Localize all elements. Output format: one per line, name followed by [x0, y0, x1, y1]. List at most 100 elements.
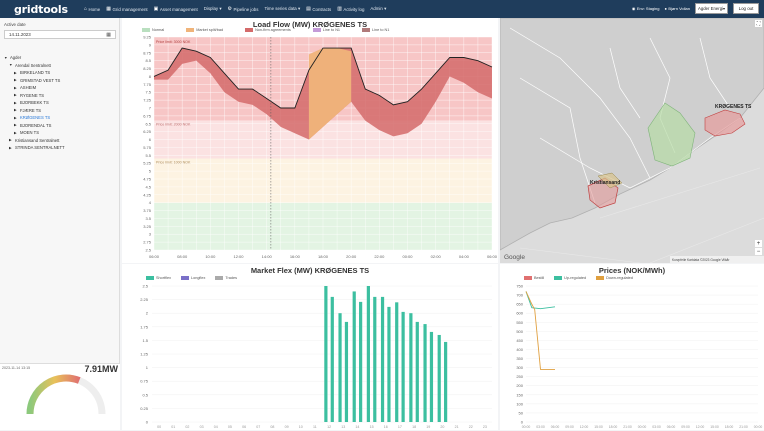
caret-right-icon[interactable]: ▶	[14, 123, 17, 128]
y-tick-label: 7	[149, 106, 152, 111]
tree-node[interactable]: ▶ ASHEIM	[4, 84, 118, 92]
price-line[interactable]	[525, 291, 555, 370]
calendar-icon[interactable]: ▦	[106, 32, 111, 38]
x-tick-label: 18:00	[609, 425, 618, 429]
legend-item[interactable]: Market split/bad	[186, 28, 223, 32]
flex-bar[interactable]	[444, 341, 448, 422]
legend-item[interactable]: Shortflex	[146, 276, 171, 280]
caret-down-icon[interactable]: ▼	[4, 55, 8, 60]
y-tick-label: 8.5	[145, 58, 151, 63]
load-flow-legend: Normal Market split/bad Non-firm agreement…	[142, 28, 389, 32]
y-tick-label: 9.25	[143, 35, 152, 40]
user-indicator[interactable]: ● Bjørn Vollan	[665, 6, 691, 11]
legend-item[interactable]: Up-regulated	[554, 276, 586, 280]
tree-node[interactable]: ▶ STRINDA SENTRALNETT	[4, 144, 118, 152]
zoom-out-button[interactable]: −	[755, 248, 762, 255]
flex-bar[interactable]	[409, 313, 413, 422]
flex-bar[interactable]	[395, 302, 399, 422]
region-polygon-krogenes[interactable]	[704, 109, 746, 137]
nav-item-6[interactable]: ▤ Contracts	[306, 6, 337, 12]
tree-node[interactable]: ▶ GRIMSTAD VEST TS	[4, 77, 118, 85]
zoom-in-button[interactable]: +	[755, 240, 762, 247]
flex-bar[interactable]	[380, 296, 385, 422]
caret-down-icon[interactable]: ▼	[9, 63, 13, 68]
org-select[interactable]: Agder Energi	[695, 3, 728, 14]
logo[interactable]: gridtools	[14, 2, 68, 16]
map-canvas[interactable]: KRØGENES TS Kristiansand Google Kurzpfei…	[500, 18, 764, 263]
legend-item[interactable]: Longflex	[180, 276, 205, 280]
price-line[interactable]	[525, 291, 556, 310]
flex-bar[interactable]	[330, 296, 334, 422]
active-date-input[interactable]: 14.11.2023 ▦	[4, 30, 116, 39]
caret-right-icon[interactable]: ▶	[14, 93, 17, 98]
x-tick-label: 02:00	[431, 254, 442, 259]
tree-node[interactable]: ▶ KRØGENES TS	[4, 114, 118, 122]
tree-node[interactable]: ▶ FJÆRE TS	[4, 107, 118, 115]
nav-item-3[interactable]: Display ▾	[204, 6, 228, 12]
legend-item[interactable]: Line to N1	[312, 28, 340, 32]
legend-item[interactable]: Line to N1	[362, 28, 389, 32]
caret-right-icon[interactable]: ▶	[14, 100, 17, 105]
flex-bar[interactable]	[366, 286, 370, 422]
legend-item[interactable]: Trades	[215, 276, 237, 280]
flex-bar[interactable]	[359, 301, 363, 422]
caret-right-icon[interactable]: ▶	[14, 85, 17, 90]
tree-node[interactable]: ▼ Arendal Sentralnett	[4, 62, 118, 70]
nav-item-7[interactable]: ▥ Activity log	[337, 6, 370, 12]
tree-node-label: RYGENE TS	[20, 92, 45, 98]
nav-item-4[interactable]: ⚙ Pipeline jobs	[228, 6, 265, 12]
flex-bar[interactable]	[429, 331, 434, 422]
legend-item[interactable]: Bestill	[524, 276, 544, 280]
nav-item-8[interactable]: Admin ▾	[370, 6, 392, 12]
legend-item[interactable]: Normal	[142, 28, 164, 32]
caret-right-icon[interactable]: ▶	[14, 108, 17, 113]
logout-button[interactable]: Log out	[733, 3, 759, 14]
caret-right-icon[interactable]: ▶	[9, 138, 12, 143]
legend-item[interactable]: Down-regulated	[596, 276, 633, 280]
flex-bar[interactable]	[373, 296, 377, 422]
tree-node[interactable]: ▼ Agder	[4, 54, 118, 62]
tree-node-label: Arendal Sentralnett	[15, 62, 51, 68]
x-tick-label: 08	[270, 425, 274, 429]
flex-bar[interactable]	[415, 321, 419, 422]
x-tick-label: 12	[327, 425, 331, 429]
load-line[interactable]	[153, 47, 493, 109]
flex-bar[interactable]	[338, 313, 342, 422]
tree-node[interactable]: ▶ BJORENDAL TS	[4, 122, 118, 130]
x-tick-label: 06:00	[487, 254, 498, 259]
y-tick-label: 150	[516, 392, 523, 397]
tree-node[interactable]: ▶ RYGENE TS	[4, 92, 118, 100]
region-polygon-green[interactable]	[647, 102, 696, 167]
map-panel[interactable]: KRØGENES TS Kristiansand Google Kurzpfei…	[500, 18, 764, 263]
flex-bar[interactable]	[387, 306, 391, 422]
legend-label: Shortflex	[156, 276, 171, 280]
tree-node[interactable]: ▶ BIRKELAND TS	[4, 69, 118, 77]
tree-node[interactable]: ▶ MOEN TS	[4, 129, 118, 137]
caret-right-icon[interactable]: ▶	[14, 78, 17, 83]
prices-chart[interactable]: 7507006506005505004504003503002502001501…	[500, 264, 764, 430]
flex-bar[interactable]	[352, 291, 356, 422]
tree-node[interactable]: ▶ Kristiansand Sentralnett	[4, 137, 118, 145]
market-split-area[interactable]	[308, 48, 352, 140]
x-tick-label: 00:00	[402, 254, 413, 259]
caret-right-icon[interactable]: ▶	[14, 115, 17, 120]
flex-bar[interactable]	[423, 324, 427, 422]
caret-right-icon[interactable]: ▶	[14, 130, 17, 135]
flex-bar[interactable]	[324, 286, 328, 422]
flex-bar[interactable]	[344, 321, 349, 422]
nav-item-5[interactable]: Time series data ▾	[264, 6, 306, 12]
flex-bar[interactable]	[437, 334, 441, 422]
x-tick-label: 06:00	[667, 425, 676, 429]
legend-item[interactable]: Non-firm agreements	[245, 28, 291, 32]
fullscreen-icon[interactable]: ⛶	[755, 20, 762, 27]
nav-item-0[interactable]: ⌂ Home	[84, 6, 106, 12]
load-flow-chart[interactable]: 9.25 9 8.75 8.5 8.25 8 7.75 7.5 7.25 7 6.75 6.5 6.25…	[122, 18, 498, 263]
caret-right-icon[interactable]: ▶	[9, 145, 12, 150]
nav-item-2[interactable]: ▣ Asset management	[154, 6, 204, 12]
nav-item-1[interactable]: ▦ Grid management	[106, 6, 153, 12]
flex-bar[interactable]	[401, 311, 405, 422]
tree-node[interactable]: ▶ BJORBEKK TS	[4, 99, 118, 107]
x-tick-label: 07	[256, 425, 260, 429]
caret-right-icon[interactable]: ▶	[14, 70, 17, 75]
